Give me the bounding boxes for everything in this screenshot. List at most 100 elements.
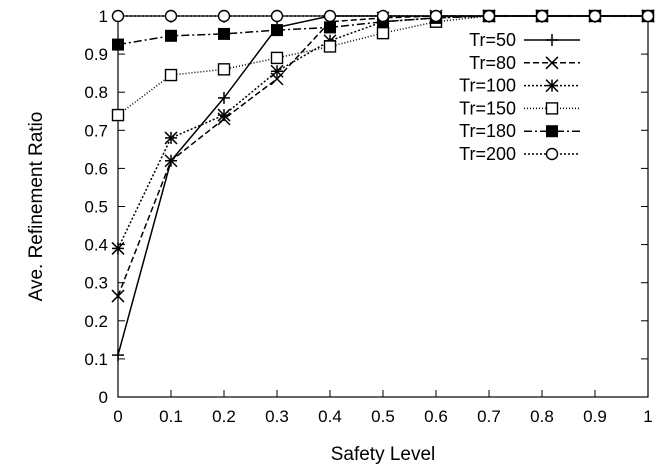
marker-stroke — [270, 64, 284, 78]
data-point — [164, 154, 178, 168]
marker-stroke — [164, 131, 178, 145]
y-tick-label: 0.3 — [84, 274, 108, 293]
x-tick-label: 0.4 — [318, 407, 342, 426]
marker-shape — [641, 9, 655, 23]
marker-shape — [164, 9, 178, 23]
legend-entry: Tr=50 — [469, 30, 580, 50]
marker-shape — [217, 9, 231, 23]
legend-entry: Tr=150 — [459, 98, 580, 118]
y-tick-label: 0.6 — [84, 159, 108, 178]
legend-entry: Tr=180 — [459, 121, 580, 141]
x-tick-label: 0.8 — [530, 407, 554, 426]
marker-shape — [429, 9, 443, 23]
marker-stroke — [164, 154, 178, 168]
data-point — [111, 9, 125, 23]
marker-shape — [545, 102, 559, 115]
data-point — [641, 9, 655, 23]
data-point — [271, 24, 283, 37]
x-tick-label: 0.6 — [424, 407, 448, 426]
data-point — [111, 108, 125, 122]
y-tick-label: 0.5 — [84, 198, 108, 217]
data-point — [111, 241, 125, 255]
legend-entry: Tr=200 — [459, 144, 580, 164]
legend-label: Tr=200 — [459, 144, 516, 164]
legend-label: Tr=80 — [469, 53, 516, 73]
marker-shape — [270, 9, 284, 23]
data-point — [217, 9, 231, 23]
marker-shape — [324, 21, 336, 34]
x-tick-label: 0.2 — [212, 407, 236, 426]
marker-shape — [323, 40, 337, 53]
y-tick-label: 0.9 — [84, 45, 108, 64]
marker-stroke — [111, 241, 125, 255]
y-tick-label: 0.8 — [84, 83, 108, 102]
x-tick-label: 0.1 — [159, 407, 183, 426]
data-point — [376, 26, 390, 40]
data-point — [164, 131, 178, 145]
data-point — [217, 63, 231, 76]
data-point — [323, 40, 337, 53]
series-tr-100 — [111, 9, 655, 255]
data-point — [429, 9, 443, 23]
marker-stroke — [545, 79, 559, 93]
marker-shape — [545, 147, 559, 161]
x-tick-label: 0 — [113, 407, 122, 426]
marker-shape — [588, 9, 602, 23]
data-point — [217, 108, 231, 122]
data-point — [588, 9, 602, 23]
marker-shape — [271, 24, 283, 37]
series-line — [117, 15, 648, 356]
marker-shape — [111, 108, 125, 122]
series-line — [117, 15, 648, 249]
legend-marker — [545, 79, 559, 93]
legend-label: Tr=100 — [459, 76, 516, 96]
marker-shape — [270, 51, 284, 65]
data-point — [535, 9, 549, 23]
data-point — [111, 289, 125, 303]
marker-shape — [217, 63, 231, 76]
legend-label: Tr=150 — [459, 98, 516, 118]
legend-entry: Tr=100 — [459, 76, 580, 96]
data-point — [218, 91, 230, 104]
y-tick-label: 0 — [99, 388, 108, 407]
x-axis-label: Safety Level — [331, 444, 436, 465]
data-point — [218, 27, 230, 40]
x-tick-label: 0.7 — [477, 407, 501, 426]
data-point — [165, 29, 177, 42]
data-point — [323, 9, 337, 23]
series-line — [117, 15, 648, 297]
x-tick-label: 0.9 — [583, 407, 607, 426]
y-axis-label: Ave. Refinement Ratio — [26, 112, 47, 302]
series-tr-80 — [111, 9, 655, 303]
y-tick-label: 0.4 — [84, 236, 108, 255]
y-tick-label: 0.2 — [84, 312, 108, 331]
marker-shape — [165, 29, 177, 42]
data-point — [112, 349, 124, 362]
data-point — [164, 9, 178, 23]
legend-marker — [546, 34, 558, 46]
legend-label: Tr=50 — [469, 30, 516, 50]
marker-shape — [164, 68, 178, 82]
data-point — [376, 9, 390, 23]
x-tick-label: 1 — [643, 407, 652, 426]
legend-entry: Tr=80 — [469, 53, 580, 73]
data-point — [164, 68, 178, 82]
data-point — [270, 9, 284, 23]
x-tick-label: 0.3 — [265, 407, 289, 426]
chart-series — [111, 9, 655, 362]
marker-shape — [218, 27, 230, 40]
marker-shape — [323, 9, 337, 23]
marker-stroke — [217, 108, 231, 122]
marker-stroke — [111, 289, 125, 303]
marker-shape — [546, 125, 558, 138]
legend-marker — [545, 56, 559, 70]
marker-shape — [482, 9, 496, 23]
data-point — [324, 21, 336, 34]
legend-label: Tr=180 — [459, 121, 516, 141]
data-point — [112, 38, 124, 51]
legend-marker — [546, 125, 558, 138]
data-point — [270, 64, 284, 78]
data-point — [482, 9, 496, 23]
marker-stroke — [545, 56, 559, 70]
